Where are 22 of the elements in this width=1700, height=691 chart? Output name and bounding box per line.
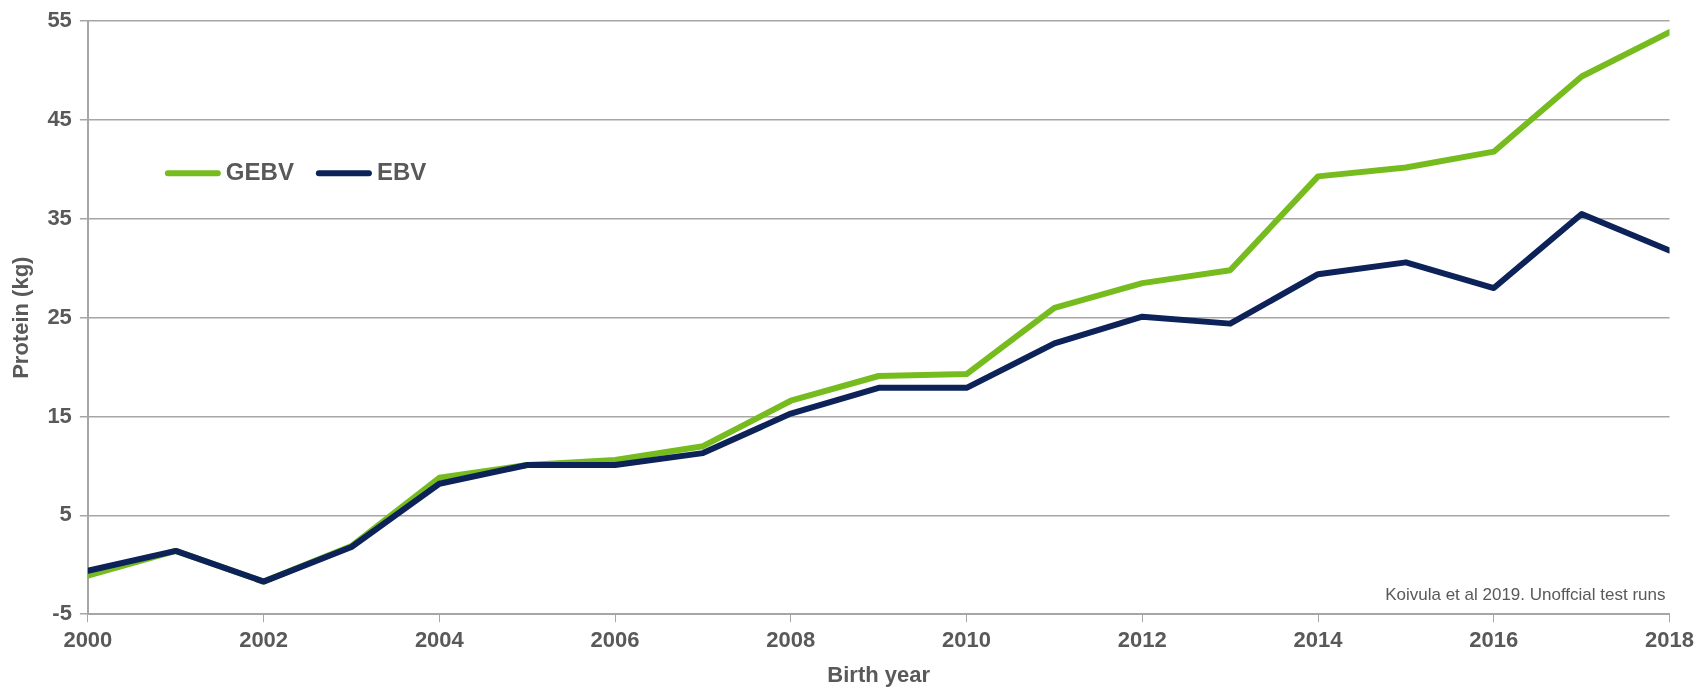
x-tick-label: 2014	[1293, 627, 1344, 653]
x-tick-label: 2010	[942, 627, 992, 653]
x-tick-label: 2002	[239, 627, 289, 653]
legend-label: GEBV	[225, 157, 294, 185]
y-tick-label: 55	[47, 7, 72, 33]
y-tick-label: 15	[47, 402, 72, 428]
x-tick-label: 2016	[1469, 627, 1519, 653]
x-axis-title: Birth year	[827, 661, 931, 687]
y-tick-label: 45	[47, 106, 72, 132]
y-axis-title: Protein (kg)	[8, 256, 34, 379]
x-tick-label: 2018	[1645, 627, 1695, 653]
y-tick-label: 25	[47, 303, 72, 329]
y-tick-label: 35	[47, 204, 72, 230]
x-tick-label: 2012	[1117, 627, 1167, 653]
x-tick-label: 2000	[63, 627, 113, 653]
x-tick-label: 2004	[414, 627, 465, 653]
x-tick-label: 2006	[590, 627, 640, 653]
annotation: Koivula et al 2019. Unoffcial test runs	[1385, 585, 1666, 605]
x-tick-label: 2008	[766, 627, 816, 653]
y-tick-label: -5	[52, 600, 72, 626]
legend-label: EBV	[376, 157, 427, 185]
y-tick-label: 5	[59, 501, 72, 527]
